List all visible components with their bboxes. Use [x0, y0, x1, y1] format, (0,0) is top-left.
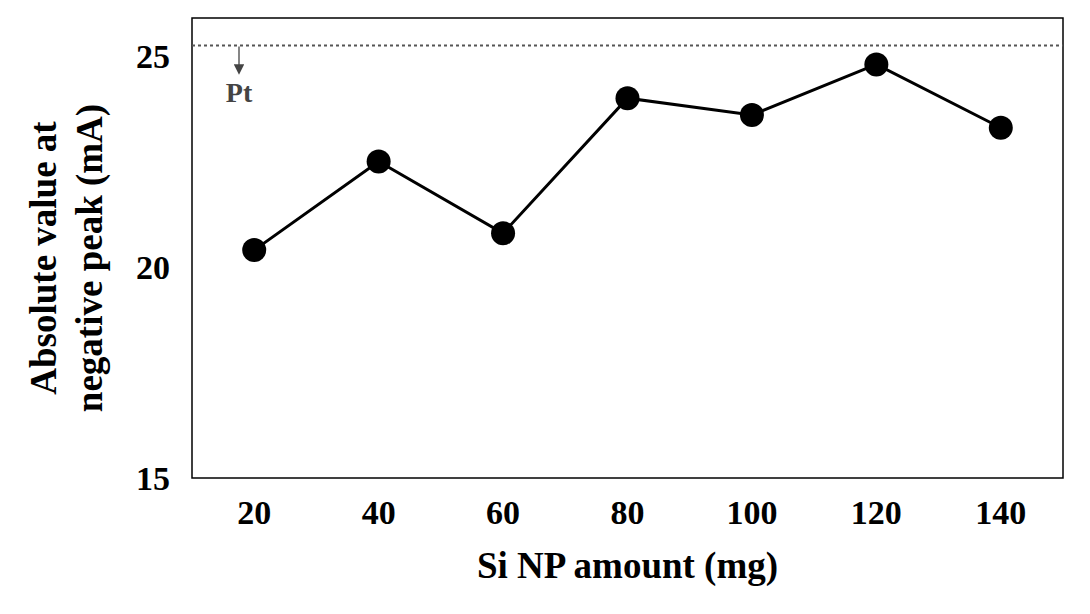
y-tick-label: 15: [136, 460, 170, 497]
x-tick-label: 60: [486, 494, 520, 531]
chart: 15 20 25 20 40 60 80 100 120 140 Si NP amount (mg)…: [0, 0, 1090, 614]
data-point: [616, 86, 640, 110]
x-tick-label: 100: [726, 494, 777, 531]
data-point: [740, 103, 764, 127]
x-tick-label: 120: [851, 494, 902, 531]
reference-line: [192, 44, 1063, 46]
reference-label: Pt: [226, 77, 253, 108]
data-line: [254, 64, 1001, 250]
data-point: [491, 221, 515, 245]
data-point: [367, 149, 391, 173]
y-axis-label: negative peak (mA): [69, 104, 111, 412]
plot-frame: [192, 18, 1063, 478]
y-tick-label: 25: [136, 38, 170, 75]
y-axis-label: Absolute value at: [23, 121, 64, 395]
y-tick-label: 20: [136, 249, 170, 286]
x-tick-label: 40: [362, 494, 396, 531]
x-tick-label: 140: [975, 494, 1026, 531]
x-axis-label: Si NP amount (mg): [477, 545, 778, 587]
data-point: [864, 52, 888, 76]
reference-arrow: [238, 46, 239, 69]
chart-container: 15 20 25 20 40 60 80 100 120 140 Si NP amount (mg)…: [0, 0, 1090, 614]
data-point: [989, 116, 1013, 140]
x-tick-label: 20: [237, 494, 271, 531]
x-tick-label: 80: [611, 494, 645, 531]
data-point: [242, 238, 266, 262]
plot-area: [192, 45, 1063, 262]
